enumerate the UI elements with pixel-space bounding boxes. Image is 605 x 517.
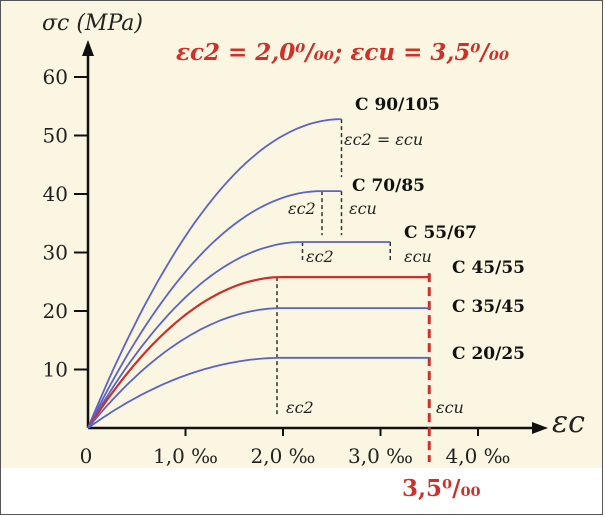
x-axis-label: εc [552,405,585,440]
series-label: C 90/105 [355,95,440,115]
x-tick-label: 1,0 ‰ [153,444,218,468]
strain-annotation: εc2 [306,247,334,266]
y-tick-label: 50 [43,124,68,148]
curve-55-67 [87,241,391,429]
x-ticks: 0 1,0 ‰ 2,0 ‰ 3,0 ‰ 4,0 ‰ [80,428,511,468]
series-label: C 20/25 [452,344,525,364]
strain-annotation: εcu [349,199,377,218]
strain-annotation: εc2 [288,199,316,218]
x-tick-label: 4,0 ‰ [446,444,511,468]
y-tick-label: 20 [43,299,68,323]
strain-annotation: εcu [436,398,464,417]
y-axis-arrow [82,40,94,56]
curve-70-85 [87,190,342,429]
curve-20-25 [87,356,430,429]
x-axis-arrow [532,422,548,434]
series-labels: C 90/105 C 70/85 C 55/67 C 45/55 C 35/45 C 20… [352,95,525,364]
strain-annotation: εc2 [286,398,314,417]
red-value-label: 3,5⁰/₀₀ [402,475,481,502]
y-tick-label: 30 [43,241,68,265]
y-tick-label: 10 [43,358,68,382]
bottom-strip [1,468,602,514]
curves [87,118,430,429]
y-tick-label: 60 [43,65,68,89]
series-label: C 55/67 [404,223,477,243]
strain-markers [276,119,431,462]
curve-35-45 [87,307,430,429]
y-ticks: 10 20 30 40 50 60 [43,65,88,382]
curve-90-105 [87,118,342,429]
strain-annotation: εc2 = εcu [344,130,423,149]
series-label: C 45/55 [452,258,525,278]
strain-annotations: εc2 = εcu εc2 εcu εc2 εcu εc2 εcu [286,130,464,417]
series-label: C 70/85 [352,176,425,196]
y-tick-label: 40 [43,182,68,206]
curve-45-55 [87,276,430,429]
x-tick-label: 0 [80,444,93,468]
headline: εc2 = 2,0⁰/₀₀; εcu = 3,5⁰/₀₀ [176,39,509,66]
series-label: C 35/45 [452,297,525,317]
x-tick-label: 3,0 ‰ [348,444,413,468]
x-tick-label: 2,0 ‰ [251,444,316,468]
y-axis-label: σc (MPa) [42,11,143,36]
strain-annotation: εcu [404,247,432,266]
